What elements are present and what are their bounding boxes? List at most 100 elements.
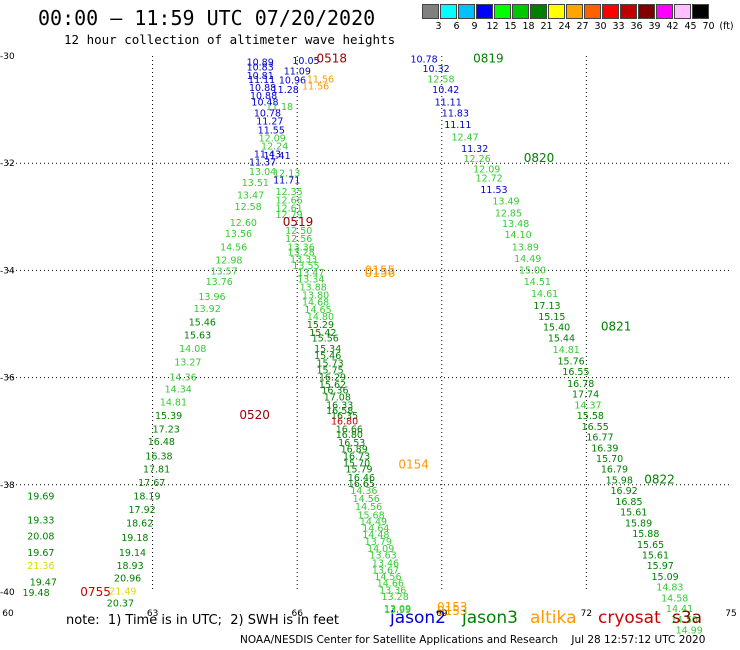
scale-swatch [476, 4, 493, 19]
wave-height-label: 12.50 [285, 226, 312, 237]
scale-swatch [566, 4, 583, 19]
wave-height-label: 19.47 [30, 577, 57, 588]
wave-height-label: 13.09 [384, 604, 411, 615]
wave-height-label: 13.28 [288, 248, 315, 259]
wave-height-label: 14.49 [514, 254, 541, 265]
wave-height-label: 15.40 [543, 323, 570, 334]
wave-height-label: 21.36 [27, 561, 54, 572]
y-tick-label: -36 [0, 374, 15, 384]
wave-height-label: 10.96 [279, 76, 306, 87]
wave-height-label: 14.64 [362, 524, 389, 535]
wave-height-label: 13.79 [365, 537, 392, 548]
x-tick-label: 63 [147, 609, 158, 619]
wave-height-label: 16.33 [326, 400, 353, 411]
wave-height-label: 21.49 [109, 586, 136, 597]
wave-height-label: 14.99 [676, 626, 703, 637]
wave-height-label: 16.53 [338, 438, 365, 449]
wave-height-label: 15.00 [519, 265, 546, 276]
scale-label: 18 [522, 21, 535, 32]
wave-height-label: 18.93 [116, 561, 143, 572]
scale-swatch [656, 4, 673, 19]
wave-height-label: 13.57 [210, 266, 237, 277]
wave-height-label: 14.58 [661, 593, 688, 604]
wave-height-label: 11.43 [254, 150, 281, 161]
wave-height-label: 10.83 [247, 63, 274, 74]
wave-height-label: 16.73 [343, 451, 370, 462]
wave-height-label: 14.41 [666, 604, 693, 615]
legend-jason2: jason2 [390, 608, 446, 628]
scale-swatch [494, 4, 511, 19]
wave-height-label: 20.08 [27, 532, 54, 543]
wave-height-label: 15.68 [357, 510, 384, 521]
wave-height-label: 14.56 [353, 494, 380, 505]
wave-height-label: 13.04 [249, 167, 276, 178]
wave-height-label: 14.09 [367, 544, 394, 555]
wave-height-label: 15.44 [548, 333, 575, 344]
wave-height-label: 13.36 [288, 242, 315, 253]
scale-label: 9 [471, 21, 478, 32]
pass-time-label: 0153 [437, 600, 468, 614]
wave-height-label: 15.46 [189, 317, 216, 328]
scale-label: 42 [666, 21, 679, 32]
wave-height-label: 11.71 [273, 175, 300, 186]
wave-height-label: 16.55 [582, 422, 609, 433]
wave-height-label: 13.51 [242, 178, 269, 189]
wave-height-label: 11.18 [266, 102, 293, 113]
wave-height-label: 15.89 [625, 518, 652, 529]
scale-swatch [530, 4, 547, 19]
wave-height-label: 12.24 [261, 142, 288, 153]
wave-height-label: 12.09 [473, 165, 500, 176]
wave-height-label: 12.79 [276, 210, 303, 221]
chart-title: 00:00 – 11:59 UTC 07/20/2020 [38, 6, 376, 30]
x-tick-label: 72 [581, 609, 592, 619]
wave-height-label: 11.56 [302, 81, 329, 92]
wave-height-label: 12.13 [273, 168, 300, 179]
wave-height-label: 13.48 [502, 219, 529, 230]
wave-height-label: 14.49 [360, 517, 387, 528]
wave-height-label: 16.65 [348, 479, 375, 490]
wave-height-label: 13.28 [382, 592, 409, 603]
wave-height-label: 16.48 [148, 437, 175, 448]
wave-height-label: 10.78 [254, 108, 281, 119]
scale-label: 27 [576, 21, 589, 32]
wave-height-label: 17.13 [533, 301, 560, 312]
wave-height-label: 14.10 [504, 230, 531, 241]
scale-label: 12 [486, 21, 499, 32]
wave-height-label: 15.61 [620, 508, 647, 519]
wave-height-label: 10.81 [247, 71, 274, 82]
scale-label: 36 [630, 21, 643, 32]
wave-height-label: 10.05 [292, 56, 319, 67]
wave-height-label: 14.36 [169, 373, 196, 384]
pass-time-label: 0520 [239, 408, 270, 422]
wave-height-label: 10.88 [250, 91, 277, 102]
wave-height-label: 13.92 [194, 304, 221, 315]
wave-height-label: 16.58 [326, 406, 353, 417]
wave-height-label: 13.49 [492, 197, 519, 208]
wave-height-label: 19.18 [121, 533, 148, 544]
scale-label: 15 [504, 21, 517, 32]
legend-altika: altika [530, 608, 577, 628]
pass-time-label: 0518 [316, 52, 347, 66]
scale-swatch [458, 4, 475, 19]
wave-height-label: 16.77 [586, 433, 613, 444]
wave-height-label: 14.51 [524, 277, 551, 288]
wave-height-label: 10.78 [410, 55, 437, 66]
wave-height-label: 15.79 [345, 465, 372, 476]
wave-height-label: 16.80 [331, 416, 358, 427]
wave-height-label: 12.66 [276, 196, 303, 207]
wave-height-label: 16.78 [567, 379, 594, 390]
wave-height-label: 11.11 [435, 98, 462, 109]
wave-height-label: 16.66 [336, 425, 363, 436]
wave-height-label: 15.09 [651, 572, 678, 583]
y-tick-label: -32 [0, 159, 15, 169]
wave-height-label: 16.35 [331, 411, 358, 422]
wave-height-label: 13.46 [372, 559, 399, 570]
scale-label: 45 [684, 21, 697, 32]
wave-height-label: 14.37 [574, 400, 601, 411]
wave-height-label: 17.92 [129, 505, 156, 516]
wave-height-label: 15.29 [307, 320, 334, 331]
wave-height-label: 12.35 [276, 187, 303, 198]
wave-height-label: 15.34 [314, 344, 341, 355]
legend-jason3: jason3 [462, 608, 518, 628]
wave-height-label: 17.67 [138, 478, 165, 489]
